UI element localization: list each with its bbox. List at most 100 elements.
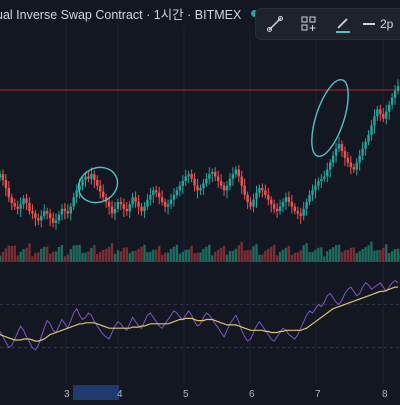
candle-body xyxy=(231,174,235,179)
volume-bar xyxy=(166,252,170,262)
volume-bar xyxy=(40,248,43,262)
candle-body xyxy=(293,206,297,212)
candle-body xyxy=(199,188,202,191)
candle-body xyxy=(308,194,311,202)
candle-body xyxy=(270,199,273,205)
volume-bar xyxy=(343,250,347,262)
candle-body xyxy=(190,174,193,179)
candle-body xyxy=(328,162,332,170)
candle-body xyxy=(125,208,128,212)
volume-bar xyxy=(155,249,158,262)
volume-bar xyxy=(72,245,75,262)
volume-bar xyxy=(87,251,90,262)
volume-bar xyxy=(219,247,223,262)
volume-bar xyxy=(81,253,84,262)
volume-bar xyxy=(246,250,249,262)
candle-body xyxy=(305,201,308,209)
candle-body xyxy=(107,201,111,207)
candle-body xyxy=(66,211,70,214)
candle-body xyxy=(34,213,37,219)
volume-bar xyxy=(270,246,273,262)
volume-bar xyxy=(340,252,344,262)
candle-body xyxy=(252,199,255,207)
candle-body xyxy=(219,181,223,186)
candle-body xyxy=(172,194,176,200)
annotation-circle xyxy=(77,166,119,204)
volume-bar xyxy=(396,248,400,262)
candle-body xyxy=(355,162,358,170)
volume-bar xyxy=(187,249,190,262)
candle-body xyxy=(93,174,96,180)
candle-body xyxy=(323,176,326,179)
market-status-dot xyxy=(251,9,259,17)
volume-bar xyxy=(184,249,187,262)
candle-body xyxy=(202,183,205,189)
candle-body xyxy=(43,211,46,216)
candle-body xyxy=(343,151,347,158)
candle-body xyxy=(110,206,114,214)
volume-bar xyxy=(107,246,111,262)
volume-bar xyxy=(376,250,379,262)
volume-bar xyxy=(57,247,61,262)
volume-bar xyxy=(137,248,140,262)
candle-body xyxy=(137,201,140,207)
color-pencil-button[interactable] xyxy=(328,11,358,37)
candle-body xyxy=(158,192,161,198)
line-tool-button[interactable] xyxy=(260,11,290,37)
volume-bar xyxy=(199,252,202,262)
candle-body xyxy=(63,208,67,212)
volume-bar xyxy=(152,249,155,262)
x-tick-label: 8 xyxy=(382,389,388,400)
candle-body xyxy=(382,113,385,119)
volume-bar xyxy=(299,250,302,262)
volume-bar xyxy=(281,249,285,262)
candle-body xyxy=(22,198,25,205)
candle-body xyxy=(296,211,299,214)
volume-bar xyxy=(181,251,184,262)
volume-bar xyxy=(272,244,276,262)
volume-bar xyxy=(172,246,176,262)
candle-body xyxy=(211,171,214,175)
line-width-button[interactable]: 2p xyxy=(362,11,393,37)
candle-body xyxy=(214,171,217,177)
candle-body xyxy=(57,214,61,221)
volume-bar xyxy=(128,253,131,262)
volume-bar xyxy=(317,247,320,262)
candle-body xyxy=(152,190,155,195)
symbol-title[interactable]: ual Inverse Swap Contract · 1시간 · BITMEX xyxy=(0,7,242,22)
candle-body xyxy=(113,208,117,214)
time-axis[interactable] xyxy=(0,384,400,400)
candle-body xyxy=(370,125,373,135)
time-range-highlight[interactable] xyxy=(73,385,119,400)
volume-bar xyxy=(379,249,382,262)
candle-body xyxy=(326,169,329,177)
volume-bar xyxy=(119,251,123,262)
volume-bar xyxy=(326,251,329,262)
volume-bar xyxy=(4,248,8,262)
volume-bar xyxy=(140,246,143,262)
volume-bar xyxy=(373,250,376,262)
volume-bar xyxy=(31,256,34,262)
candle-body xyxy=(243,185,246,195)
x-tick-label: 4 xyxy=(117,389,123,400)
candle-body xyxy=(175,190,179,195)
volume-bar xyxy=(278,251,282,262)
volume-bar xyxy=(302,245,305,262)
volume-bar xyxy=(243,250,246,262)
annotation-circle xyxy=(311,79,349,157)
volume-bar xyxy=(28,243,31,262)
candle-body xyxy=(178,185,182,191)
volume-bar xyxy=(258,254,261,262)
candle-body xyxy=(184,176,187,182)
volume-bar xyxy=(393,249,397,262)
object-tree-button[interactable] xyxy=(294,11,324,37)
candle-body xyxy=(101,191,105,198)
volume-bar xyxy=(51,251,55,262)
volume-bar xyxy=(267,248,270,262)
volume-bar xyxy=(158,245,161,262)
volume-bar xyxy=(93,245,96,262)
candle-body xyxy=(275,208,279,212)
volume-bar xyxy=(116,250,120,262)
